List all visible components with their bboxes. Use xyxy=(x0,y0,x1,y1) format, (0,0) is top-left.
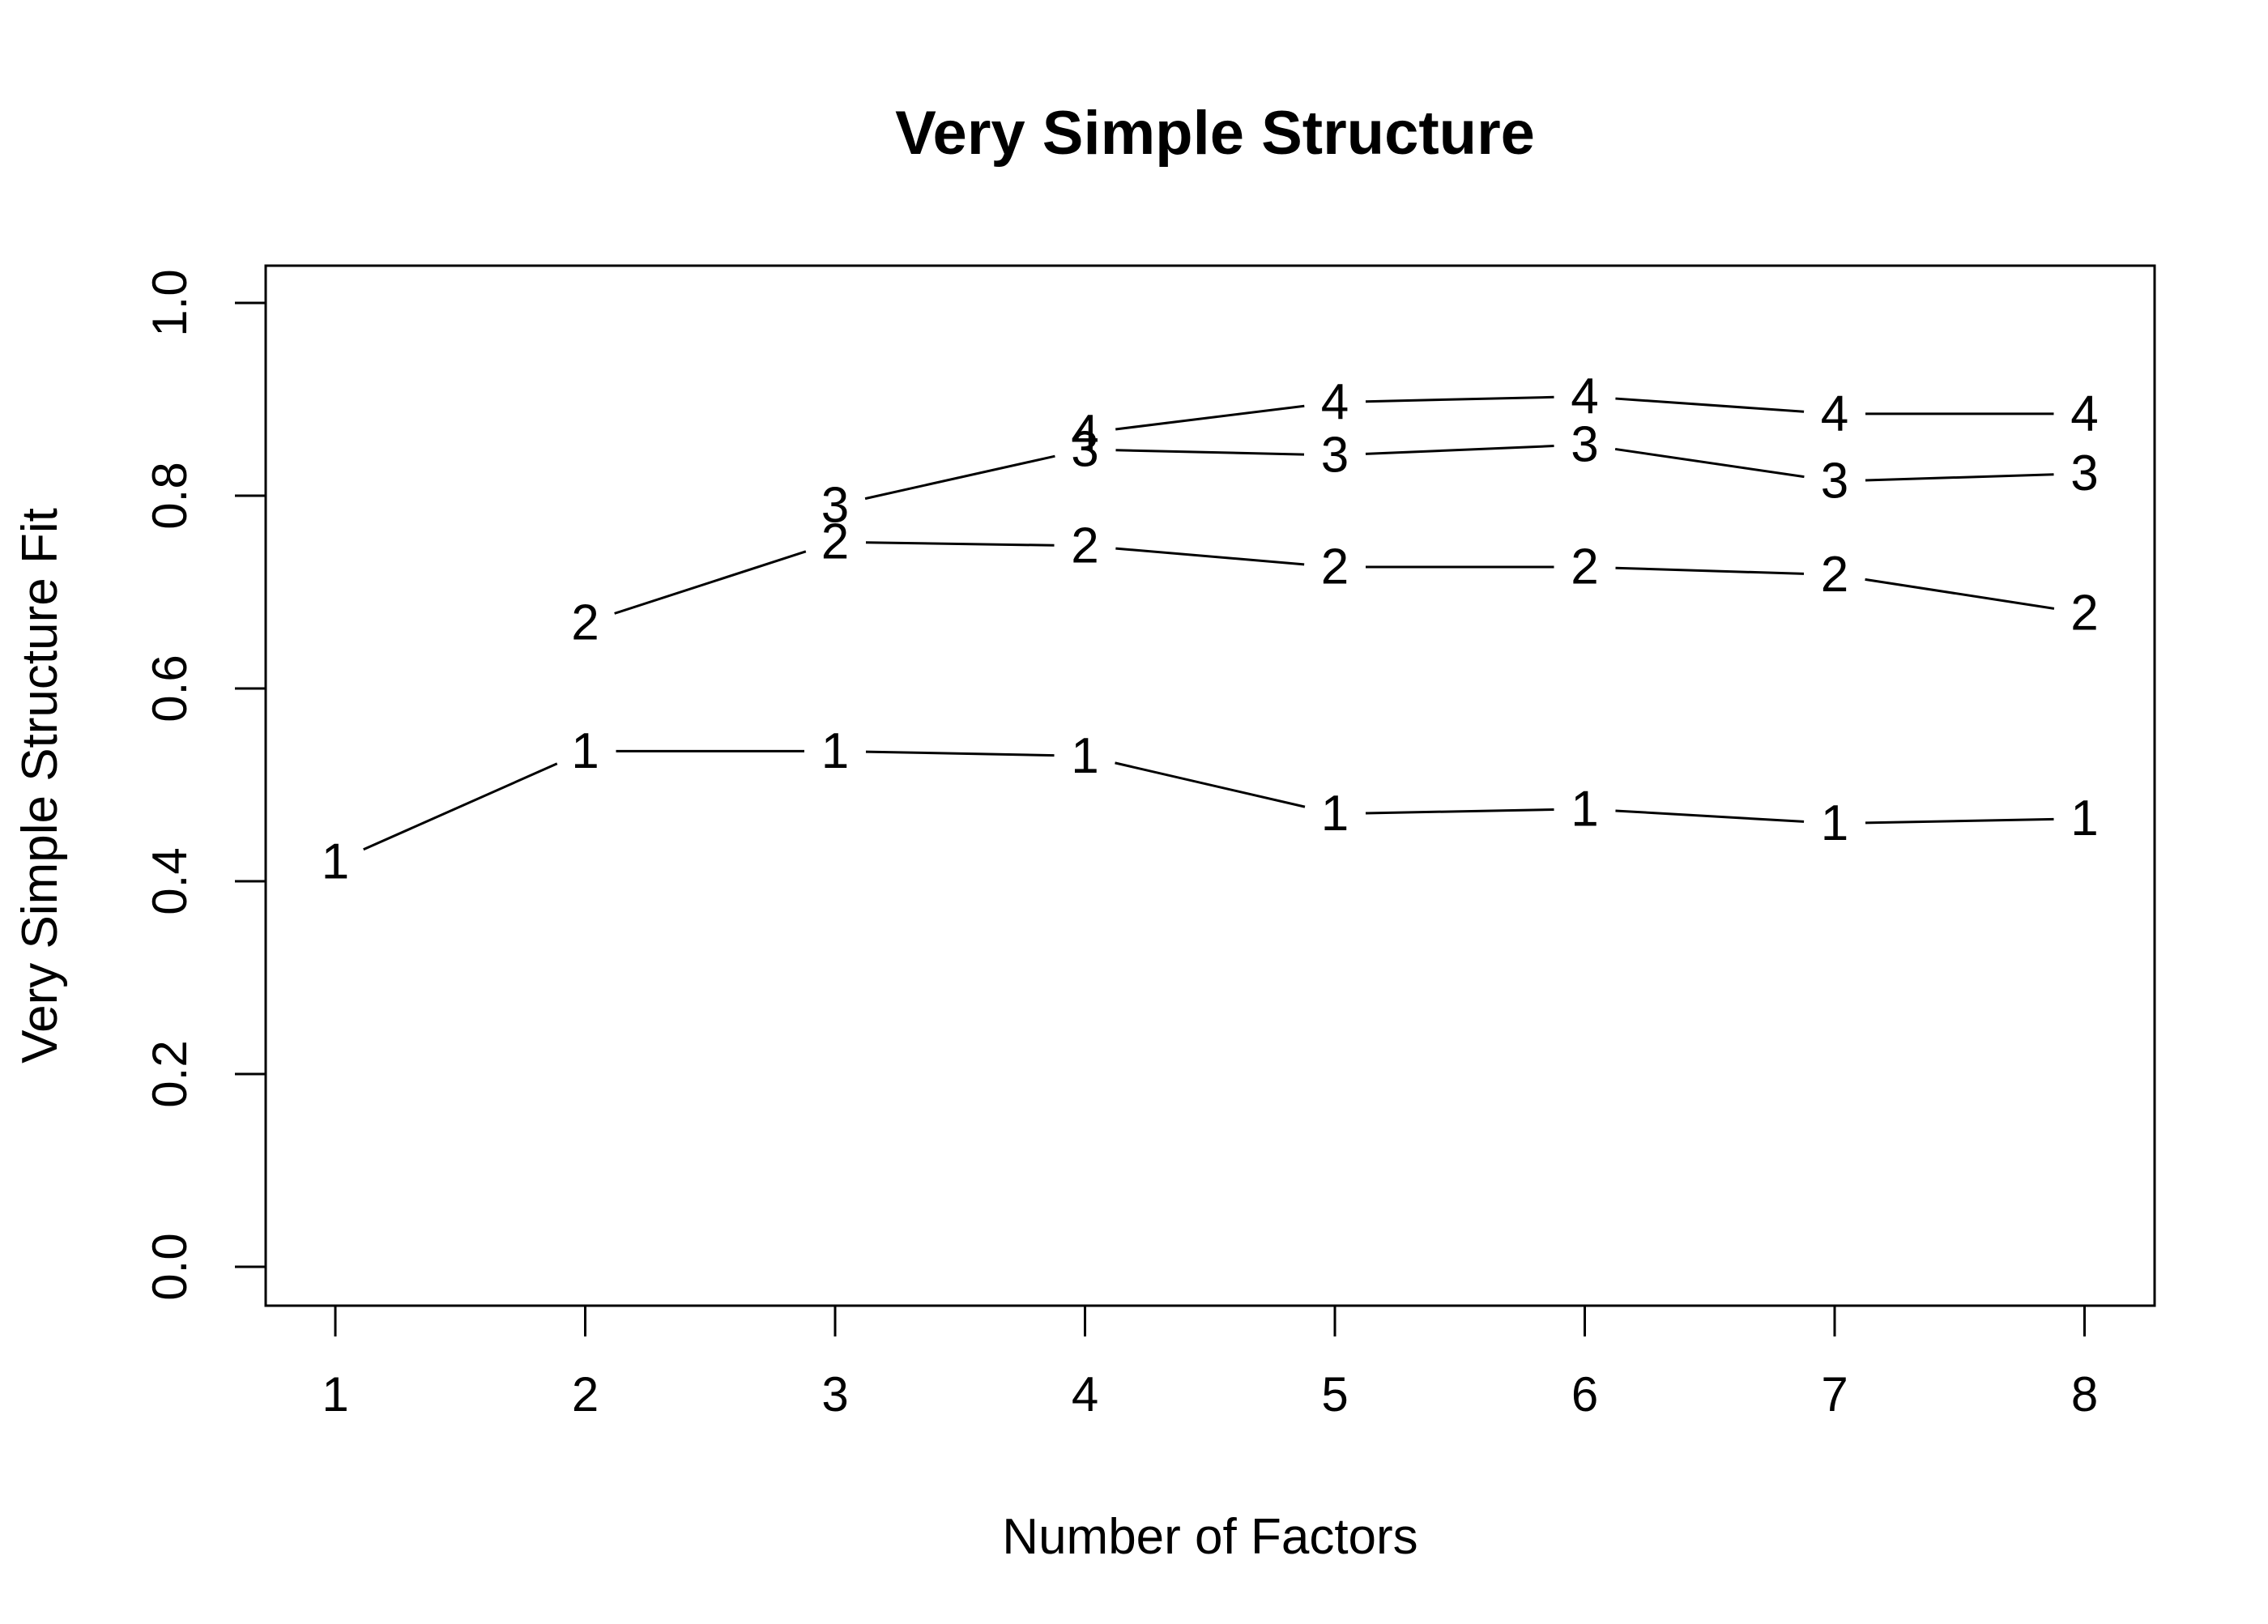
series-segment xyxy=(1365,395,1554,403)
series-segment xyxy=(614,550,807,615)
point-label: 4 xyxy=(1571,369,1598,424)
point-label: 2 xyxy=(571,595,599,651)
x-tick-label: 8 xyxy=(2071,1367,2098,1422)
point-label: 1 xyxy=(2070,791,2098,846)
point-label: 4 xyxy=(1821,386,1848,441)
series-segment xyxy=(1115,761,1306,808)
x-tick-label: 2 xyxy=(572,1367,599,1422)
point-label: 1 xyxy=(1571,781,1598,837)
point-label: 2 xyxy=(2070,586,2098,642)
point-label: 3 xyxy=(2070,445,2098,501)
series-segment xyxy=(1615,566,1805,575)
point-label: 3 xyxy=(1321,428,1349,484)
series-segment xyxy=(864,454,1055,501)
point-label: 1 xyxy=(821,723,849,779)
point-label: 1 xyxy=(1821,795,1848,851)
point-label: 1 xyxy=(1321,786,1349,842)
y-axis: 0.0 0.2 0.4 0.6 0.8 1.0 xyxy=(143,269,267,1301)
series-segment xyxy=(1115,404,1305,431)
series-segment xyxy=(1115,547,1305,566)
point-label: 2 xyxy=(1821,547,1848,603)
x-axis-label: Number of Factors xyxy=(1002,1509,1418,1565)
point-label: 4 xyxy=(1321,374,1349,430)
series-segment xyxy=(865,750,1055,757)
series-3: 3 3 3 3 3 3 xyxy=(821,416,2099,533)
series-segment xyxy=(1865,578,2055,610)
series-segment xyxy=(1615,809,1805,823)
y-tick-label: 0.4 xyxy=(143,847,197,914)
series-segment xyxy=(1365,445,1554,455)
x-tick-label: 5 xyxy=(1321,1367,1348,1422)
point-label: 1 xyxy=(1071,728,1098,784)
point-label: 1 xyxy=(571,723,599,779)
point-label: 1 xyxy=(322,834,349,890)
y-tick-label: 0.8 xyxy=(143,462,197,529)
series-segment xyxy=(1615,397,1805,413)
series-segment xyxy=(865,541,1055,547)
x-axis: 1 2 3 4 5 6 7 8 xyxy=(322,1304,2098,1422)
x-tick-label: 1 xyxy=(322,1367,348,1422)
point-label: 4 xyxy=(2070,386,2098,441)
y-tick-label: 0.6 xyxy=(143,654,197,722)
series-segment xyxy=(363,762,558,851)
point-label: 4 xyxy=(1071,405,1098,461)
point-label: 3 xyxy=(1821,454,1848,509)
series-4: 4 4 4 4 4 xyxy=(1071,369,2098,461)
point-label: 2 xyxy=(1571,539,1598,595)
chart-title: Very Simple Structure xyxy=(895,99,1535,168)
x-tick-label: 6 xyxy=(1571,1367,1598,1422)
x-tick-label: 3 xyxy=(821,1367,848,1422)
x-tick-label: 7 xyxy=(1821,1367,1848,1422)
y-tick-label: 0.2 xyxy=(143,1040,197,1107)
point-label: 3 xyxy=(1571,416,1598,472)
point-label: 3 xyxy=(821,477,849,533)
point-label: 3 xyxy=(1071,421,1098,477)
point-label: 2 xyxy=(821,514,849,570)
point-label: 2 xyxy=(1321,539,1349,595)
series-segment xyxy=(1365,808,1554,815)
series-segment xyxy=(1115,449,1305,456)
series-2: 2 2 2 2 2 2 2 xyxy=(571,514,2098,651)
y-tick-label: 1.0 xyxy=(143,269,197,336)
series-1: 1 1 1 1 1 1 1 1 xyxy=(322,723,2099,890)
y-axis-label: Very Simple Structure Fit xyxy=(12,508,68,1063)
point-label: 2 xyxy=(1071,518,1098,573)
series-segment xyxy=(1614,447,1805,479)
x-tick-label: 4 xyxy=(1072,1367,1098,1422)
y-tick-label: 0.0 xyxy=(143,1233,197,1300)
series-segment xyxy=(1865,473,2054,482)
series-segment xyxy=(1865,817,2054,825)
